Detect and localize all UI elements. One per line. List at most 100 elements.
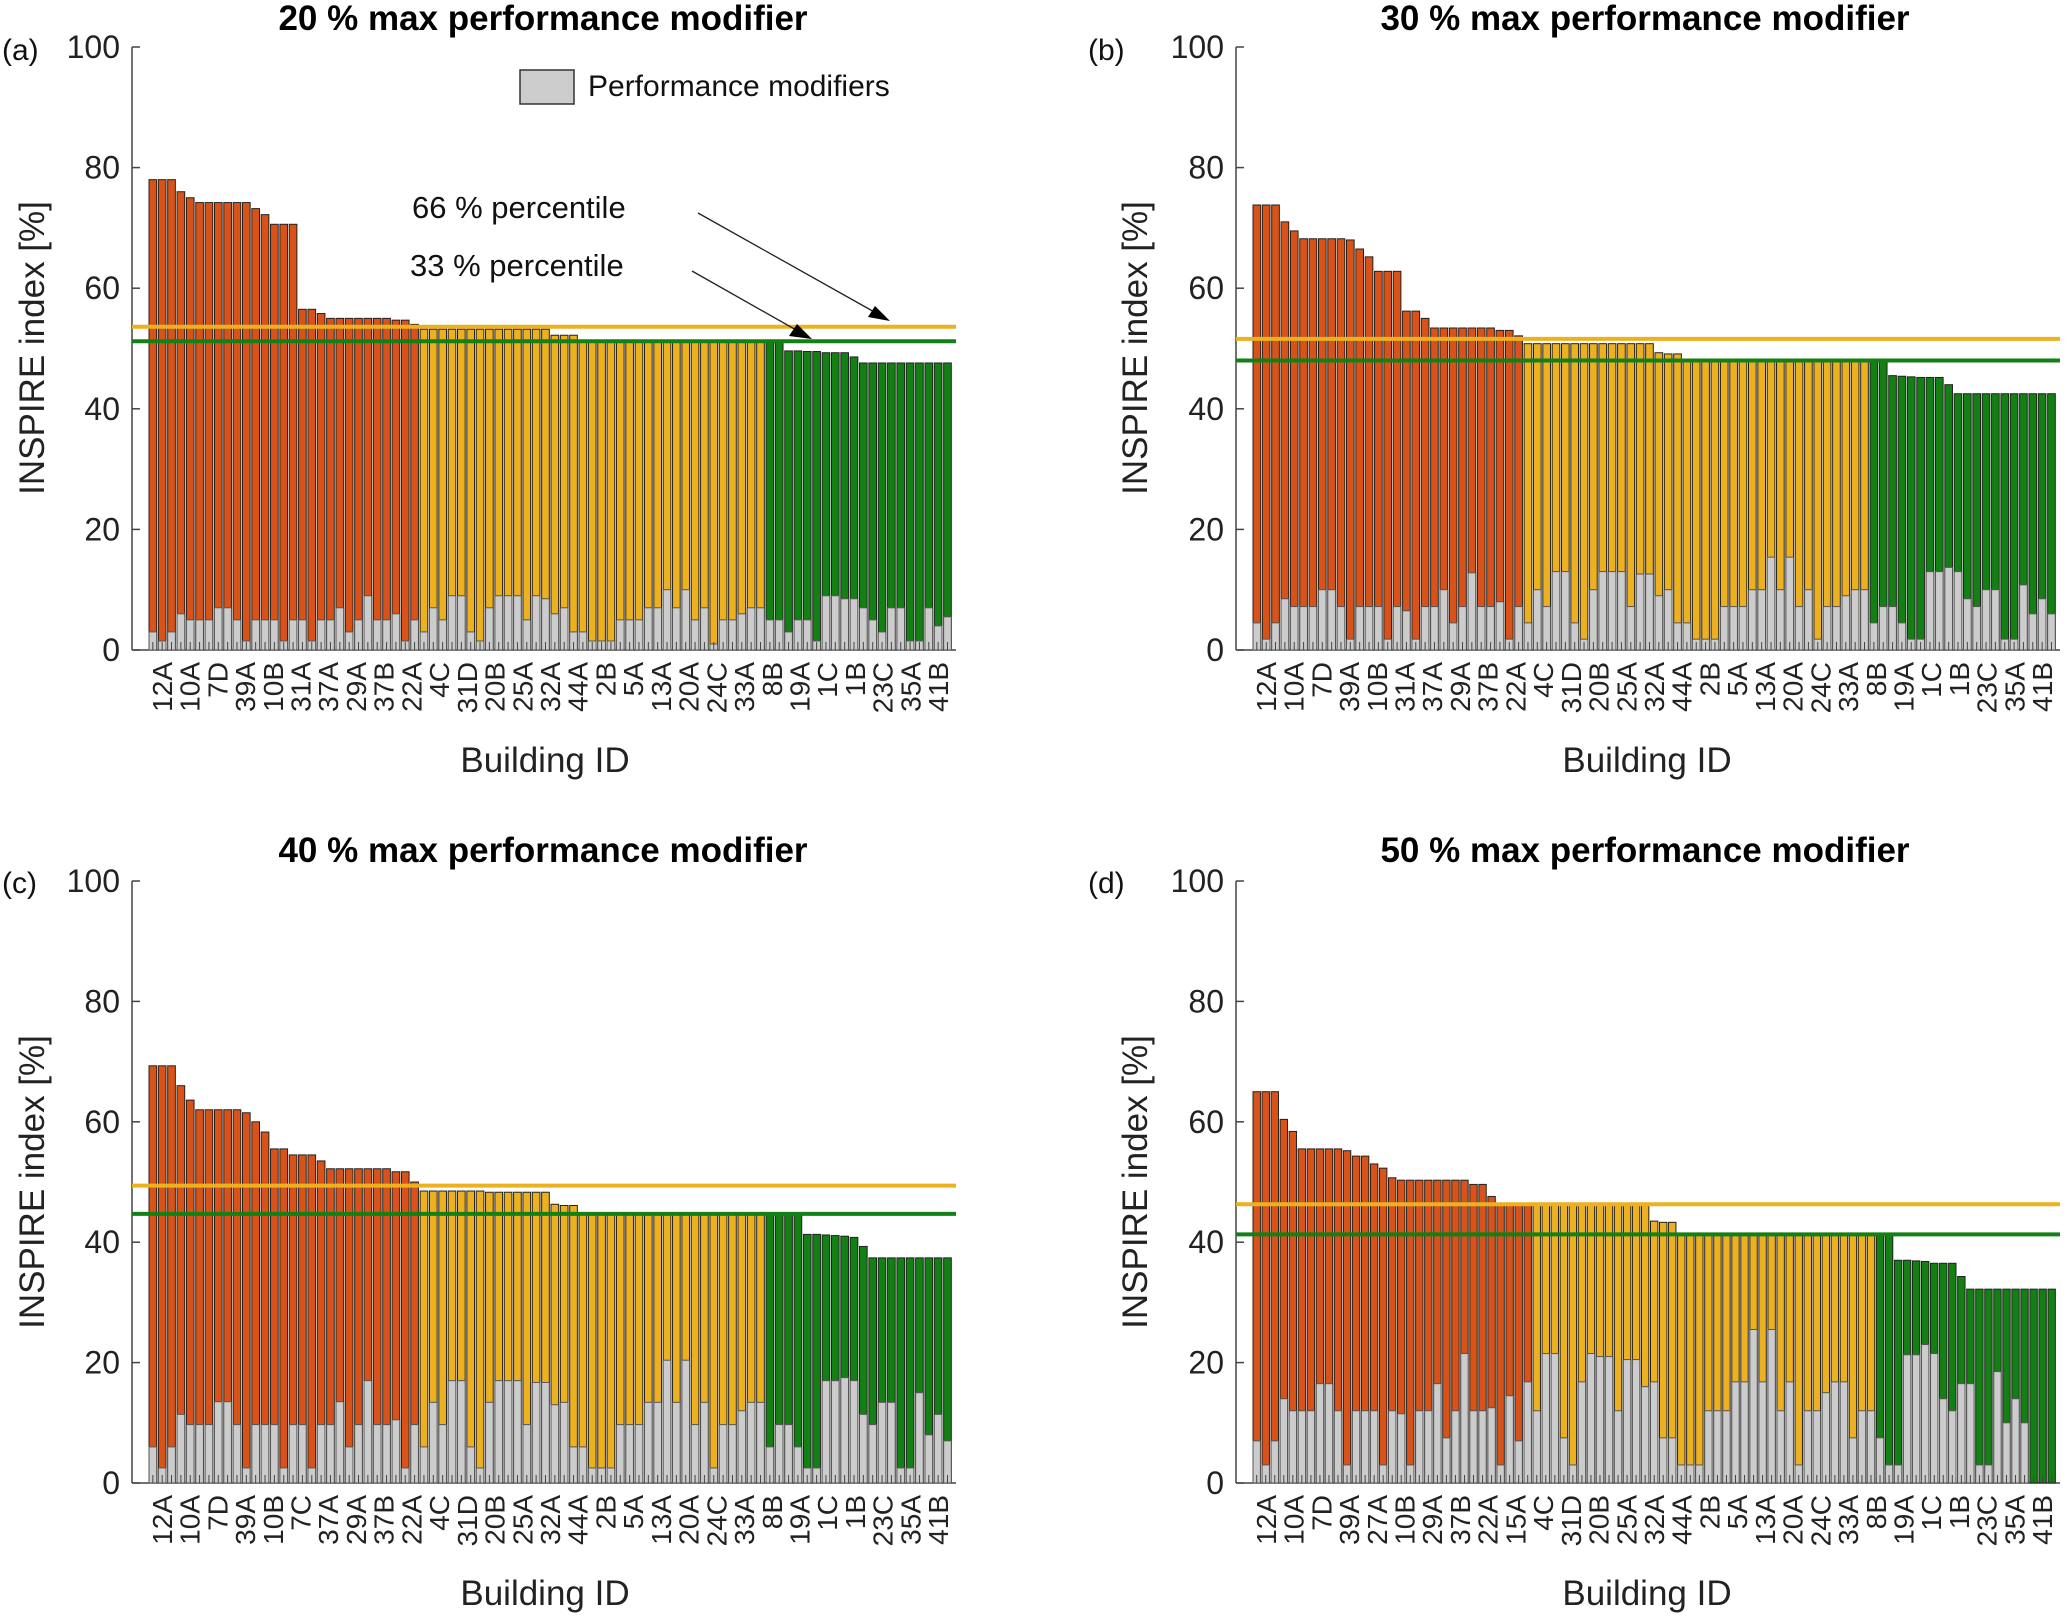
bar-inspire-index	[148, 1065, 158, 1484]
bar-performance-modifier	[1586, 1353, 1596, 1484]
bar-performance-modifier	[681, 1359, 691, 1484]
x-tick-label: 33A	[729, 1495, 760, 1545]
bar-performance-modifier	[260, 1424, 270, 1484]
bar-performance-modifier	[1704, 1410, 1713, 1484]
bar-performance-modifier	[410, 1424, 419, 1484]
x-tick-label: 25A	[507, 662, 538, 712]
x-tick-label: 5A	[1722, 662, 1753, 697]
bar-inspire-index	[522, 328, 532, 651]
bar-inspire-index	[1984, 1288, 1993, 1484]
bar-inspire-index	[1355, 248, 1365, 651]
bar-inspire-index	[1252, 1091, 1261, 1484]
bar-performance-modifier	[1785, 556, 1795, 651]
x-tick-label: 1C	[812, 662, 843, 698]
panel-d: 50 % max performance modifier (d) INSPIR…	[1088, 831, 2060, 1613]
bar-inspire-index	[1710, 360, 1720, 651]
bar-inspire-index	[896, 1257, 906, 1484]
x-tick-label: 1C	[1916, 1495, 1947, 1531]
y-tick-label: 40	[1188, 391, 1224, 427]
bar-performance-modifier	[830, 595, 840, 651]
bar-performance-modifier	[1631, 1359, 1641, 1484]
bar-performance-modifier	[868, 1424, 878, 1484]
x-tick-label: 41B	[923, 1495, 954, 1545]
bar-inspire-index	[157, 179, 167, 651]
bar-inspire-index	[653, 340, 663, 651]
bar-inspire-index	[569, 334, 578, 651]
arrow-66-head	[868, 306, 890, 321]
bar-inspire-index	[634, 340, 644, 651]
x-tick-label: 33A	[729, 662, 760, 712]
bar-inspire-index	[1686, 1233, 1695, 1484]
bar-inspire-index	[410, 323, 419, 651]
y-axis-label: INSPIRE index [%]	[13, 201, 52, 495]
bar-inspire-index	[765, 340, 775, 651]
bar-performance-modifier	[1424, 1410, 1433, 1484]
bar-performance-modifier	[522, 1424, 532, 1484]
bar-performance-modifier	[1561, 571, 1570, 651]
bar-performance-modifier	[1757, 589, 1767, 651]
bar-inspire-index	[1906, 376, 1916, 651]
bar-performance-modifier	[849, 1380, 859, 1484]
bar-inspire-index	[746, 340, 756, 651]
bar-inspire-index	[1476, 327, 1486, 651]
bar-inspire-index	[559, 334, 569, 651]
bar-performance-modifier	[1860, 589, 1869, 651]
bar-inspire-index	[718, 340, 728, 651]
bar-performance-modifier	[457, 595, 466, 651]
bar-performance-modifier	[1966, 1383, 1975, 1484]
x-tick-label: 29A	[1417, 1495, 1448, 1545]
bar-inspire-index	[1448, 327, 1458, 651]
x-tick-label: 15A	[1500, 1495, 1531, 1545]
x-tick-label: 35A	[1999, 1495, 2030, 1545]
x-tick-label: 33A	[1833, 1495, 1864, 1545]
bar-inspire-index	[279, 223, 289, 651]
bar-performance-modifier	[1803, 1410, 1812, 1484]
bar-performance-modifier	[821, 1380, 831, 1484]
bar-performance-modifier	[1948, 1410, 1957, 1484]
y-tick-label: 20	[1188, 511, 1224, 547]
bar-inspire-index	[1308, 238, 1318, 651]
x-tick-label: 39A	[230, 662, 261, 712]
bar-inspire-index	[307, 1154, 317, 1484]
y-tick-label: 40	[84, 1224, 120, 1260]
bar-inspire-index	[1893, 1259, 1903, 1484]
bar-inspire-index	[2029, 1288, 2038, 1484]
bar-inspire-index	[1695, 1233, 1704, 1484]
bar-performance-modifier	[1767, 1328, 1776, 1484]
panel-a: 20 % max performance modifier (a) INSPIR…	[2, 0, 956, 780]
x-tick-label: 13A	[646, 1495, 677, 1545]
x-tick-label: 8B	[1861, 1495, 1892, 1529]
bar-performance-modifier	[1604, 1356, 1614, 1484]
bar-performance-modifier	[1460, 1353, 1469, 1484]
bar-inspire-index	[774, 340, 784, 651]
bar-inspire-index	[1364, 256, 1374, 651]
bar-inspire-index	[1345, 239, 1355, 651]
x-tick-label: 35A	[895, 1495, 926, 1545]
bar-performance-modifier	[1934, 571, 1944, 651]
y-tick-label: 100	[67, 863, 120, 899]
x-tick-label: 29A	[341, 1495, 372, 1545]
bar-performance-modifier	[1324, 1383, 1334, 1484]
bar-performance-modifier	[1333, 1410, 1343, 1484]
bar-performance-modifier	[784, 1424, 793, 1484]
bar-inspire-index	[1270, 1091, 1279, 1484]
bar-performance-modifier	[363, 1380, 373, 1484]
x-tick-label: 37A	[313, 1495, 344, 1545]
bar-performance-modifier	[1369, 1410, 1379, 1484]
x-tick-label: 8B	[757, 662, 788, 696]
x-tick-label: 2B	[1694, 1495, 1725, 1529]
x-tick-label: 23C	[1972, 662, 2003, 713]
x-tick-label: 1B	[840, 662, 871, 696]
bar-performance-modifier	[1839, 1381, 1849, 1484]
bar-performance-modifier	[1776, 1410, 1785, 1484]
x-tick-label: 2B	[590, 1495, 621, 1529]
bar-performance-modifier	[1925, 571, 1935, 651]
bar-inspire-index	[466, 1190, 476, 1484]
bar-performance-modifier	[718, 1424, 728, 1484]
bar-performance-modifier	[1306, 1410, 1316, 1484]
x-tick-label: 31D	[1556, 1495, 1587, 1546]
bar-performance-modifier	[447, 1380, 457, 1484]
bar-performance-modifier	[1523, 1381, 1532, 1484]
bar-inspire-index	[1673, 353, 1682, 651]
x-tick-label: 10B	[1389, 1495, 1420, 1545]
